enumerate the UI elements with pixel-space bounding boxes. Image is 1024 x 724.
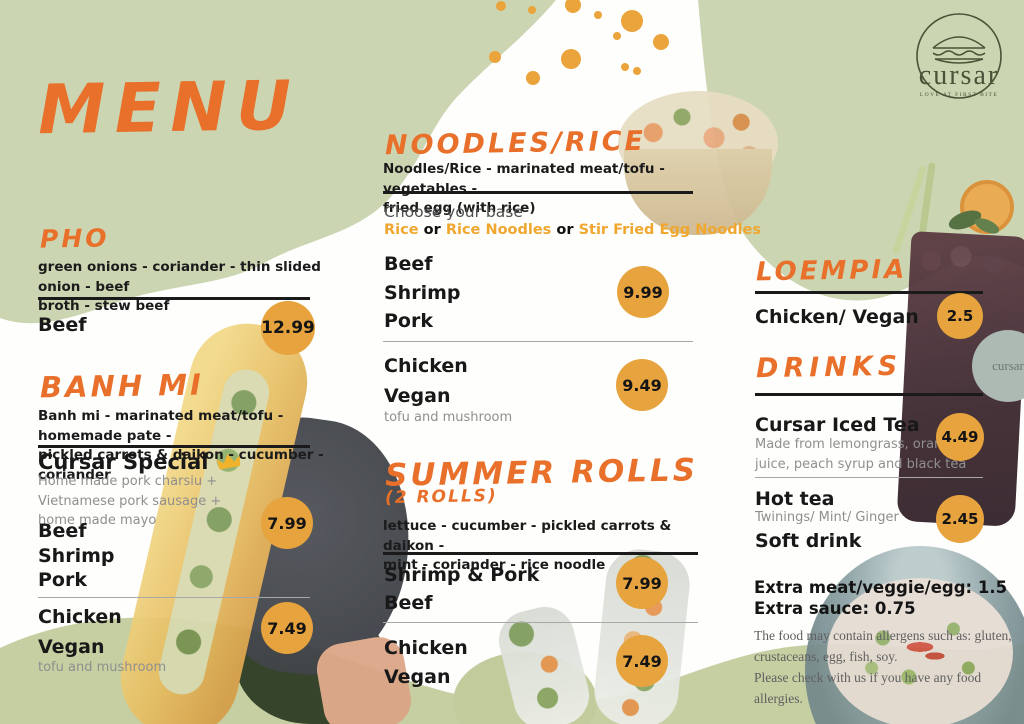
menu-item: Chicken/ Vegan — [755, 306, 919, 328]
summer-rolls-subtitle: (2 ROLLS) — [384, 486, 498, 508]
menu-item: Shrimp — [384, 282, 461, 304]
drinks-heading: DRINKS — [755, 350, 903, 385]
divider — [383, 191, 693, 194]
price-badge: 2.45 — [936, 495, 984, 543]
banh-mi-heading: BANH MI — [39, 367, 205, 405]
decorative-dots — [489, 0, 669, 85]
item-note: tofu and mushroom — [38, 660, 167, 675]
menu-item: Pork — [384, 310, 433, 332]
menu-item: Shrimp & Pork — [384, 564, 540, 586]
divider — [755, 393, 983, 396]
divider — [755, 291, 983, 294]
pho-bowl-photo — [805, 538, 1024, 724]
allergen-notice: The food may contain allergens such as: … — [754, 628, 1012, 706]
menu-item: Beef — [384, 253, 433, 275]
pho-heading: PHO — [39, 223, 110, 254]
loempia-heading: LOEMPIA — [755, 254, 908, 288]
price-badge: 9.99 — [617, 266, 669, 318]
item-note: Twinings/ Mint/ Ginger — [755, 510, 899, 525]
base-option: Rice — [384, 222, 419, 238]
divider — [755, 477, 983, 478]
noodles-description: Noodles/Rice - marinated meat/tofu - veg… — [383, 161, 665, 217]
price-badge: 7.49 — [261, 602, 313, 654]
price-badge: 7.99 — [261, 497, 313, 549]
noodle-bowl-photo — [610, 85, 785, 240]
price-badge: 7.49 — [616, 635, 668, 687]
divider — [383, 552, 698, 555]
base-option: Rice Noodles — [445, 222, 552, 238]
price-badge: 12.99 — [261, 301, 315, 355]
menu-item: Vegan — [38, 636, 105, 658]
menu-item: Chicken — [384, 355, 468, 377]
special-description: Home made pork charsiu + Vietnamese pork… — [38, 474, 222, 528]
price-badge: 7.99 — [616, 557, 668, 609]
menu-item: Cursar Iced Tea — [755, 414, 920, 436]
menu-item: Soft drink — [755, 530, 862, 552]
sandwich-icon — [932, 36, 986, 64]
base-option: Stir Fried Egg Noodles — [578, 222, 762, 238]
menu-item: Beef — [38, 314, 87, 336]
special-row: Cursar Special — [38, 450, 242, 474]
extras-text: Extra meat/veggie/egg: 1.5 Extra sauce: … — [754, 578, 1008, 618]
banh-mi-description: Banh mi - marinated meat/tofu - homemade… — [38, 408, 324, 483]
menu-item: Vegan — [384, 666, 451, 688]
menu-item: Pork — [38, 569, 87, 591]
menu-item: Beef — [384, 592, 433, 614]
menu-item: Chicken — [384, 637, 468, 659]
divider — [383, 622, 698, 623]
divider — [38, 445, 310, 448]
crown-icon — [217, 453, 241, 470]
menu-item: Beef — [38, 520, 87, 542]
brand-name: cursar — [919, 60, 999, 91]
or-label: or — [556, 222, 574, 238]
pho-description: green onions - coriander - thin slided o… — [38, 259, 321, 315]
divider — [38, 297, 310, 300]
choose-base-label: Choose your base — [384, 203, 523, 221]
divider — [38, 597, 310, 598]
brand-logo: cursar LOVE AT FIRST BITE — [916, 13, 1002, 99]
special-label: Cursar Special — [38, 450, 209, 474]
item-note: Made from lemongrass, orange juice, peac… — [755, 437, 967, 472]
iced-tea-photo: cursar — [891, 161, 1024, 527]
menu-title: MENU — [37, 66, 301, 151]
cup-logo-sticker: cursar — [972, 330, 1024, 402]
price-badge: 9.49 — [616, 359, 668, 411]
price-badge: 2.5 — [937, 293, 983, 339]
menu-item: Hot tea — [755, 488, 835, 510]
summer-rolls-description: lettuce - cucumber - pickled carrots & d… — [383, 518, 672, 574]
brand-tagline: LOVE AT FIRST BITE — [920, 92, 998, 98]
price-badge: 4.49 — [936, 413, 984, 461]
menu-item: Shrimp — [38, 545, 115, 567]
noodles-rice-heading: NOODLES/RICE — [384, 125, 647, 162]
divider — [383, 341, 693, 342]
item-note: tofu and mushroom — [384, 410, 513, 425]
menu-item: Vegan — [384, 385, 451, 407]
menu-item: Chicken — [38, 606, 122, 628]
base-options: Rice or Rice Noodles or Stir Fried Egg N… — [384, 222, 761, 238]
or-label: or — [423, 222, 441, 238]
